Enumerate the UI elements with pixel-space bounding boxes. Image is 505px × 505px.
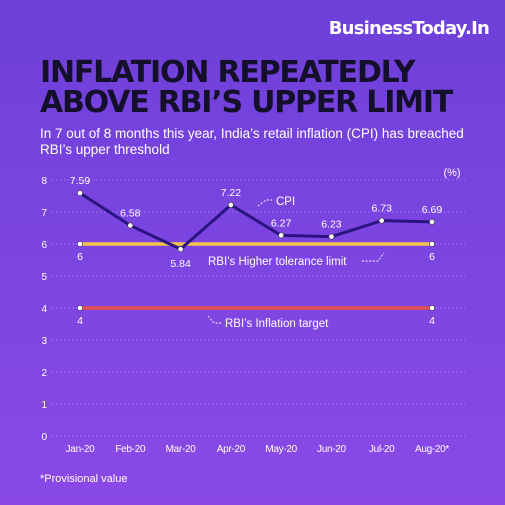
cpi-data-label: 6.58 [120,207,141,219]
x-tick-label: Jan-20 [66,444,96,455]
brand-logo: BusinessToday.In [328,18,490,39]
upper-limit-marker [77,241,83,247]
inflation-target-end-label: 4 [77,315,83,327]
y-tick-label: 7 [41,208,47,219]
target-annotation-leader [207,315,222,324]
cpi-annotation-leader [257,199,272,207]
target-annotation: RBI’s Inflation target [225,318,329,330]
cpi-annotation: CPI [276,196,295,208]
x-tick-label: Feb-20 [115,444,146,455]
x-tick-label: Mar-20 [166,444,197,455]
x-tick-label: Jun-20 [317,444,347,455]
upper-limit-end-label: 6 [77,251,83,263]
cpi-data-point [278,232,285,239]
y-tick-label: 8 [41,176,47,187]
y-tick-label: 2 [41,368,47,379]
y-tick-label: 0 [41,432,47,443]
cpi-data-label: 5.84 [170,258,191,270]
subheadline: In 7 out of 8 months this year, India’s … [40,126,464,157]
headline: INFLATION REPEATEDLY ABOVE RBI’S UPPER L… [40,55,453,120]
x-tick-label: Apr-20 [217,444,246,455]
cpi-data-label: 6.69 [422,204,443,216]
inflation-target-end-label: 4 [429,315,435,327]
x-tick-label: May-20 [265,444,297,455]
inflation-target-marker [77,305,83,311]
x-tick-label: Aug-20* [415,444,449,455]
headline-line-2: ABOVE RBI’S UPPER LIMIT [40,85,453,120]
cpi-data-point [77,190,83,197]
upper-limit-annotation: RBI’s Higher tolerance limit [208,256,347,268]
cpi-data-point [127,222,134,229]
footnote: *Provisional value [40,473,128,485]
cpi-data-label: 6.23 [321,219,342,231]
y-tick-label: 3 [41,336,47,347]
y-tick-label: 1 [41,400,47,411]
inflation-target-marker [429,305,435,311]
cpi-data-point [177,246,184,253]
y-tick-label: 4 [41,304,47,315]
y-tick-label: 5 [41,272,47,283]
cpi-data-point [429,219,435,225]
cpi-data-label: 6.73 [371,203,392,215]
cpi-data-point [328,233,335,240]
cpi-data-label: 6.27 [271,217,292,229]
upper-limit-marker [429,241,435,247]
cpi-series-line [79,191,433,251]
cpi-data-label: 7.59 [70,175,91,187]
headline-line-1: INFLATION REPEATEDLY [40,55,416,90]
x-tick-label: Jul-20 [369,444,395,455]
unit-label: (%) [443,167,460,179]
cpi-data-label: 7.22 [221,187,242,199]
y-tick-label: 6 [41,240,47,251]
cpi-data-point [378,217,385,224]
cpi-data-point [227,202,234,208]
upper-limit-end-label: 6 [429,251,435,263]
upper-limit-annotation-leader [362,252,385,262]
